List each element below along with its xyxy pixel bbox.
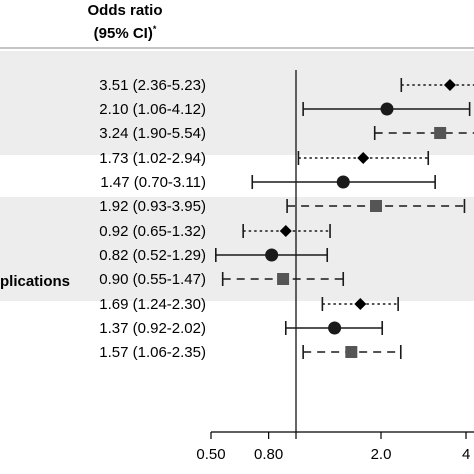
row-estimate-text: 3.51 (2.36-5.23) xyxy=(99,77,206,94)
point-diamond xyxy=(443,79,456,91)
point-circle xyxy=(328,321,342,335)
x-tick-label: 0.50 xyxy=(196,446,225,463)
point-diamond xyxy=(354,298,367,310)
row-estimate-text: 2.10 (1.06-4.12) xyxy=(99,101,206,118)
point-circle xyxy=(380,102,394,116)
group-band xyxy=(0,51,474,155)
column-title: Odds ratio xyxy=(87,2,163,19)
group-band xyxy=(0,197,474,301)
row-estimate-text: 3.24 (1.90-5.54) xyxy=(99,125,206,142)
column-subtitle-sup: * xyxy=(152,24,157,34)
x-tick-label: 4 xyxy=(462,446,470,463)
point-circle xyxy=(265,248,279,262)
point-square xyxy=(369,200,382,212)
column-subtitle-text: (95% CI) xyxy=(93,25,153,42)
point-diamond xyxy=(357,152,370,164)
row-estimate-text: 1.37 (0.92-2.02) xyxy=(99,320,206,337)
row-estimate-text: 0.90 (0.55-1.47) xyxy=(99,271,206,288)
group-label: plications xyxy=(0,273,70,290)
x-tick-label: 2.0 xyxy=(371,446,392,463)
row-estimate-text: 1.92 (0.93-3.95) xyxy=(99,198,206,215)
row-estimate-text: 0.92 (0.65-1.32) xyxy=(99,223,206,240)
point-square xyxy=(345,346,358,358)
row-estimate-text: 0.82 (0.52-1.29) xyxy=(99,247,206,264)
row-estimate-text: 1.73 (1.02-2.94) xyxy=(99,150,206,167)
row-estimate-text: 1.69 (1.24-2.30) xyxy=(99,296,206,313)
x-tick-label: 0.80 xyxy=(254,446,283,463)
point-square xyxy=(277,273,290,285)
point-square xyxy=(434,127,447,139)
point-circle xyxy=(336,175,350,189)
column-subtitle: (95% CI)* xyxy=(0,24,250,42)
point-diamond xyxy=(279,225,292,237)
row-estimate-text: 1.47 (0.70-3.11) xyxy=(100,174,206,191)
row-estimate-text: 1.57 (1.06-2.35) xyxy=(99,344,206,361)
